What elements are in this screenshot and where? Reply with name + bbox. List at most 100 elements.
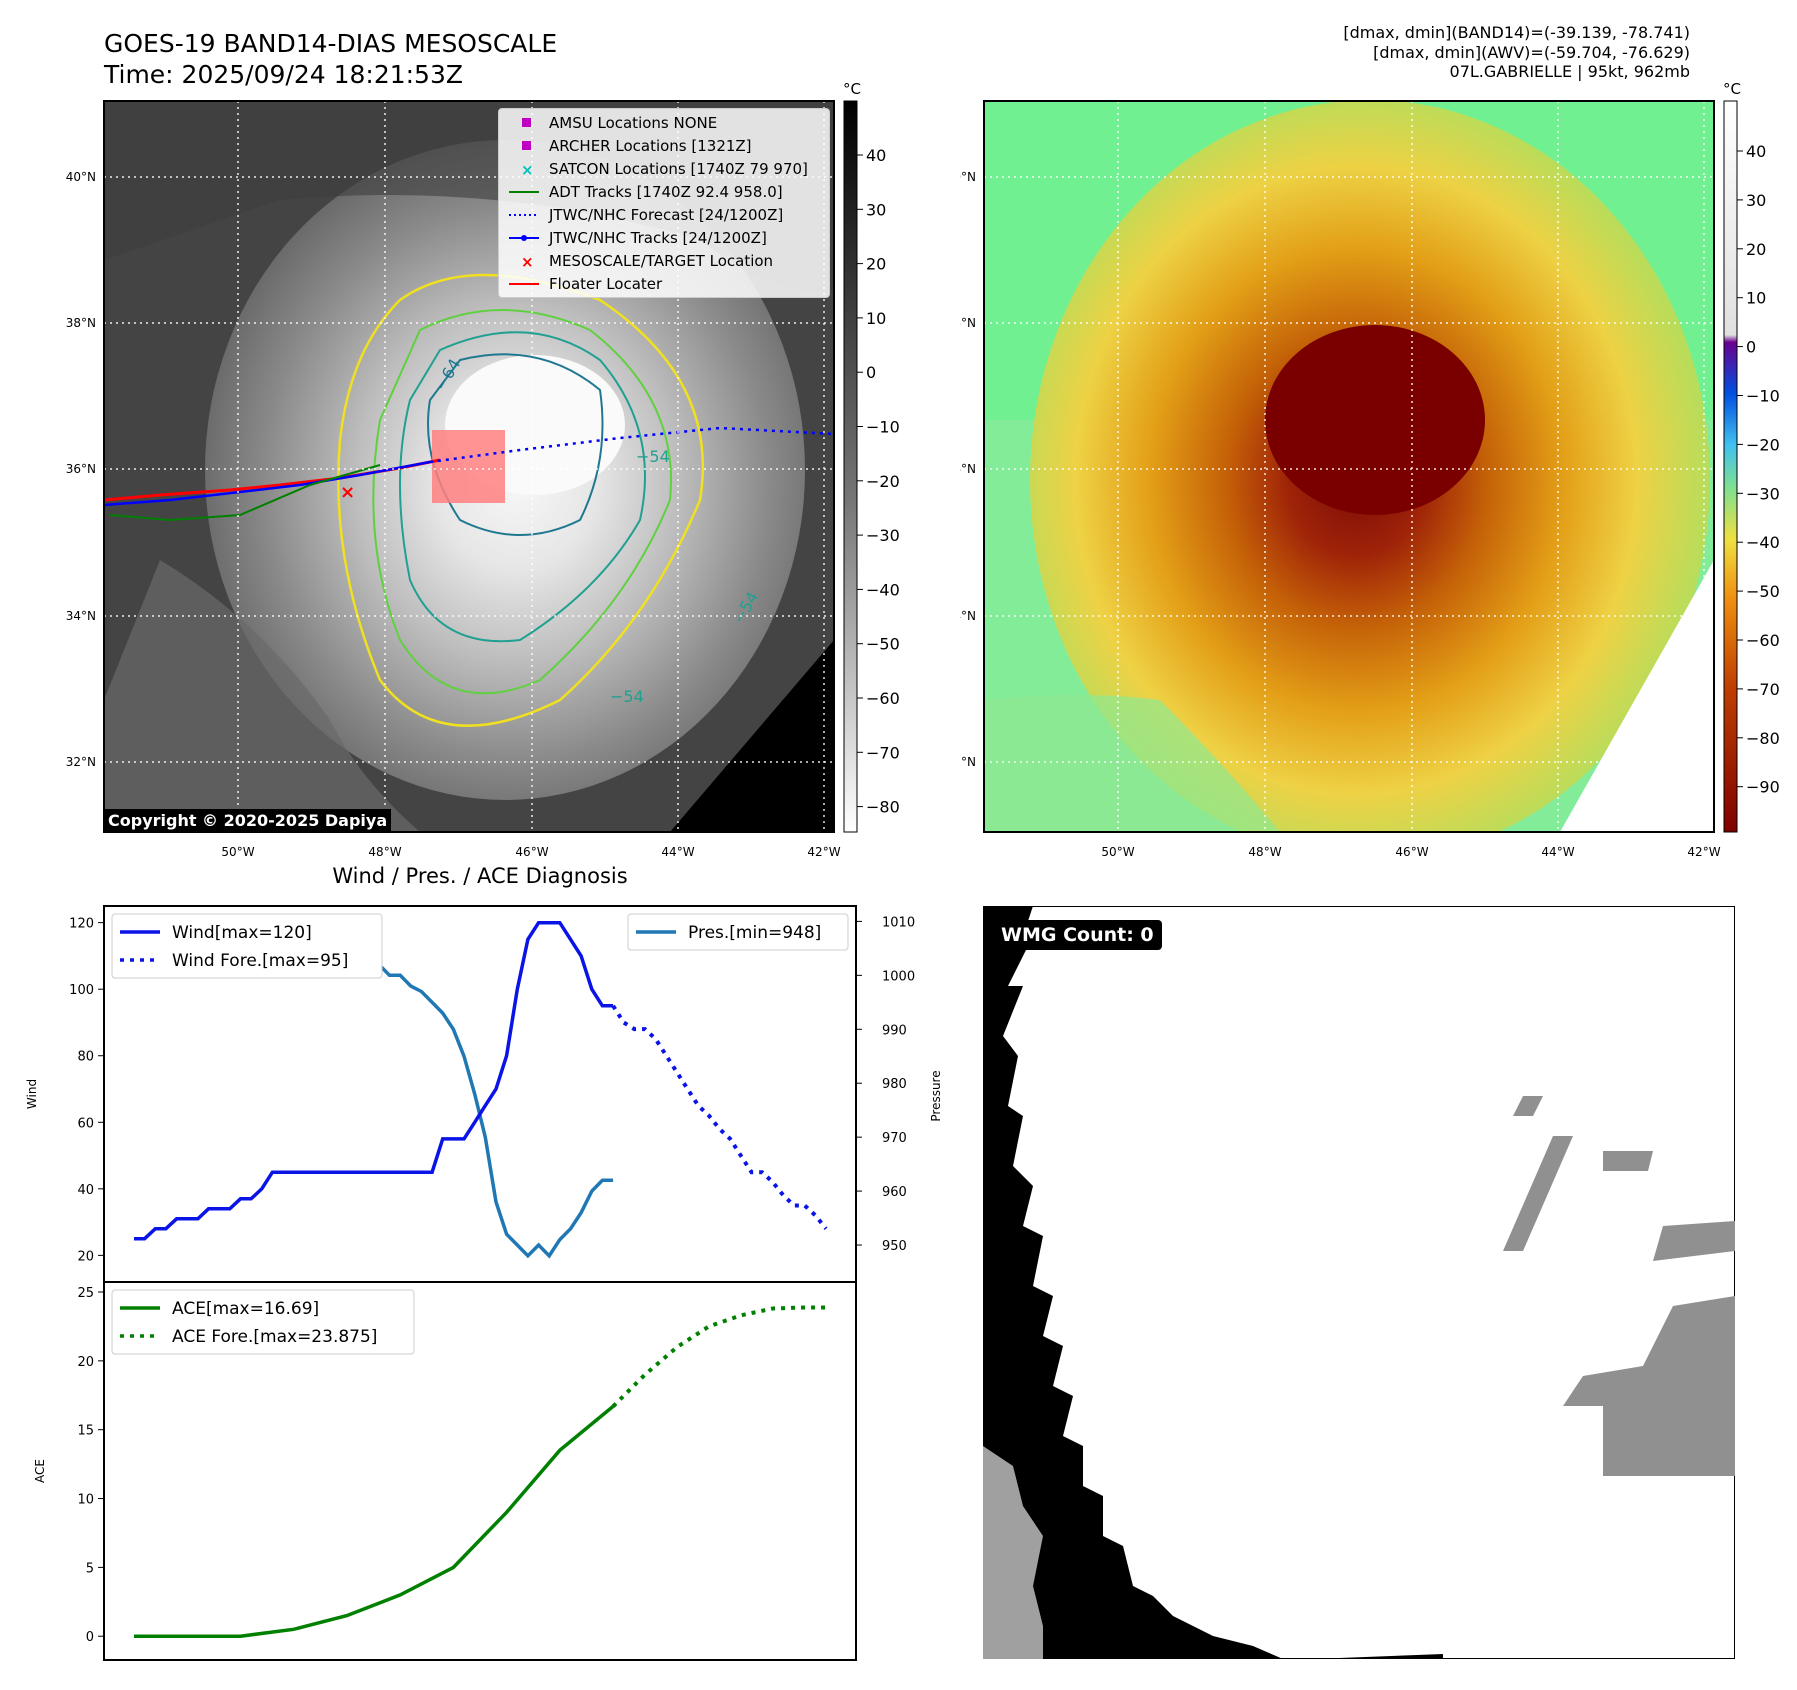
colorbar-tick-label: −30: [1746, 484, 1780, 503]
wmg-black-region: [983, 906, 1283, 1659]
lon-tick: 42°W: [807, 845, 840, 859]
colorbar-tick-label: −20: [1746, 435, 1780, 454]
contour-teal: [399, 331, 646, 643]
wind-tick-label: 60: [77, 1116, 94, 1131]
legend-label: JTWC/NHC Tracks [24/1200Z]: [548, 229, 767, 247]
ace-tick-label: 10: [77, 1493, 94, 1508]
colorbar-gray-ticks: 40 30 20 10 0 −10 −20 −30 −40 −50 −60 −70 −80: [857, 146, 900, 817]
ace-line: [134, 1405, 615, 1638]
ir-gray-map: −64 −54 −54 −54 × 40°N 38°N 36°N 34°N 32…: [66, 80, 900, 859]
legend-label: ARCHER Locations [1321Z]: [549, 137, 752, 155]
colorbar-tick-label: 0: [866, 363, 876, 382]
colorbar-tick-label: −40: [1746, 533, 1780, 552]
target-marker: ×: [340, 482, 355, 503]
ir-color-map: 40°N 38°N 36°N 34°N 32°N 50°W 48°W 46°W …: [960, 80, 1780, 859]
chart-legend-label: Wind[max=120]: [172, 923, 312, 943]
colorbar-tick-label: −50: [866, 635, 900, 654]
wind-line: [134, 920, 614, 1241]
colorbar-tick-label: −30: [866, 526, 900, 545]
no-data-swath-color: [1560, 560, 1714, 832]
pres-tick-label: 980: [882, 1077, 907, 1092]
map-gridlines: [984, 101, 1714, 832]
colorbar-tick-label: 10: [1746, 289, 1766, 308]
ace-tick-label: 20: [77, 1355, 94, 1370]
lat-tick: 32°N: [960, 755, 976, 769]
lon-tick: 46°W: [515, 845, 548, 859]
wmg-gray-patch: [1503, 1136, 1573, 1251]
lon-tick: 44°W: [661, 845, 694, 859]
colorbar-tick-label: 40: [1746, 142, 1766, 161]
diagnosis-chart: 20 40 60 80 100 120 950 960 970 980 990 1000 1010 0 5 1…: [25, 905, 940, 1661]
chart-legend-label: ACE[max=16.69]: [172, 1299, 319, 1319]
colorbar-unit: °C: [843, 80, 861, 98]
colorbar-color-ticks: 40 30 20 10 0 −10 −20 −30 −40 −50 −60 −70 −80 −90: [1737, 142, 1780, 797]
lon-ticks: 50°W 48°W 46°W 44°W 42°W: [1101, 845, 1720, 859]
lat-ticks: 40°N 38°N 36°N 34°N 32°N: [960, 170, 976, 769]
ace-forecast-line: [611, 1305, 826, 1408]
colorbar-tick-label: 40: [866, 146, 886, 165]
wind-tick-label: 100: [69, 983, 94, 998]
colorbar-tick-label: 0: [1746, 338, 1756, 357]
colorbar-tick-label: −80: [866, 798, 900, 817]
title-time: Time: 2025/09/24 18:21:53Z: [104, 60, 463, 89]
pres-tick-label: 950: [882, 1239, 907, 1254]
lat-tick: 40°N: [66, 170, 96, 184]
copyright-label: Copyright © 2020-2025 Dapiya: [104, 809, 392, 832]
colorbar-unit: °C: [1723, 80, 1741, 98]
ace-tick-label: 15: [77, 1424, 94, 1439]
adt-track: [109, 464, 381, 522]
legend-label: JTWC/NHC Forecast [24/1200Z]: [548, 206, 783, 224]
pres-tick-label: 1000: [882, 969, 915, 984]
chart-legend-label: Pres.[min=948]: [688, 923, 821, 943]
legend-label: Floater Locater: [549, 275, 663, 293]
chart-legend: [111, 1289, 415, 1355]
wmg-gray-patch: [1603, 1151, 1653, 1171]
jtwc-forecast: [429, 426, 834, 464]
stats-awv: [dmax, dmin](AWV)=(-59.704, -76.629): [1373, 42, 1690, 62]
jtwc-track: [104, 460, 431, 507]
map-title: GOES-19 BAND14-DIAS MESOSCALE Time: 2025…: [104, 28, 557, 90]
lon-tick: 50°W: [221, 845, 254, 859]
colorbar-tick-label: −50: [1746, 582, 1780, 601]
wmg-panel: [983, 906, 1735, 1659]
legend-label: ADT Tracks [1740Z 92.4 958.0]: [549, 183, 783, 201]
lat-tick: 38°N: [66, 316, 96, 330]
colorbar-tick-label: −60: [1746, 631, 1780, 650]
no-data-swath: [670, 640, 834, 832]
stats-band14: [dmax, dmin](BAND14)=(-39.139, -78.741): [1343, 23, 1690, 42]
legend-label: MESOSCALE/TARGET Location: [549, 252, 773, 270]
colorbar-tick-label: −70: [866, 743, 900, 762]
lon-tick: 42°W: [1687, 845, 1720, 859]
lat-ticks: 40°N 38°N 36°N 34°N 32°N: [66, 170, 96, 769]
wmg-gray-patch: [1653, 1221, 1735, 1261]
colorbar-tick-label: −80: [1746, 729, 1780, 748]
legend-marker: ×: [521, 161, 534, 179]
lat-tick: 32°N: [66, 755, 96, 769]
legend-marker: [522, 118, 531, 127]
contour-yellow: [337, 273, 705, 727]
colorbar-gray: [843, 100, 858, 833]
contour-label: −54: [636, 447, 670, 466]
storm-info: 07L.GABRIELLE | 95kt, 962mb: [1449, 62, 1690, 81]
chart-legend: [627, 913, 849, 951]
wind-tick-label: 40: [77, 1183, 94, 1198]
colorbar-tick-label: 20: [1746, 240, 1766, 259]
wmg-gray-region: [983, 1446, 1043, 1659]
stats-block: [dmax, dmin](BAND14)=(-39.139, -78.741) …: [1343, 23, 1690, 82]
legend-marker: ×: [521, 253, 534, 271]
colorbar-tick-label: −60: [866, 689, 900, 708]
map-legend: AMSU Locations NONE ARCHER Locations [132…: [498, 108, 830, 298]
lon-tick: 48°W: [368, 845, 401, 859]
storm-core-color: [1265, 325, 1485, 515]
pres-tick-label: 970: [882, 1131, 907, 1146]
wmg-gray-patch: [1513, 1096, 1543, 1116]
colorbar-tick-label: −90: [1746, 778, 1780, 797]
legend-label: AMSU Locations NONE: [549, 114, 717, 132]
lat-tick: 34°N: [66, 609, 96, 623]
map-legend-entries: AMSU Locations NONE ARCHER Locations [132…: [509, 114, 808, 293]
lat-tick: 38°N: [960, 316, 976, 330]
legend-marker: [522, 141, 531, 150]
wind-tick-label: 20: [77, 1249, 94, 1264]
ace-tick-label: 25: [77, 1286, 94, 1301]
colorbar-tick-label: 30: [866, 200, 886, 219]
